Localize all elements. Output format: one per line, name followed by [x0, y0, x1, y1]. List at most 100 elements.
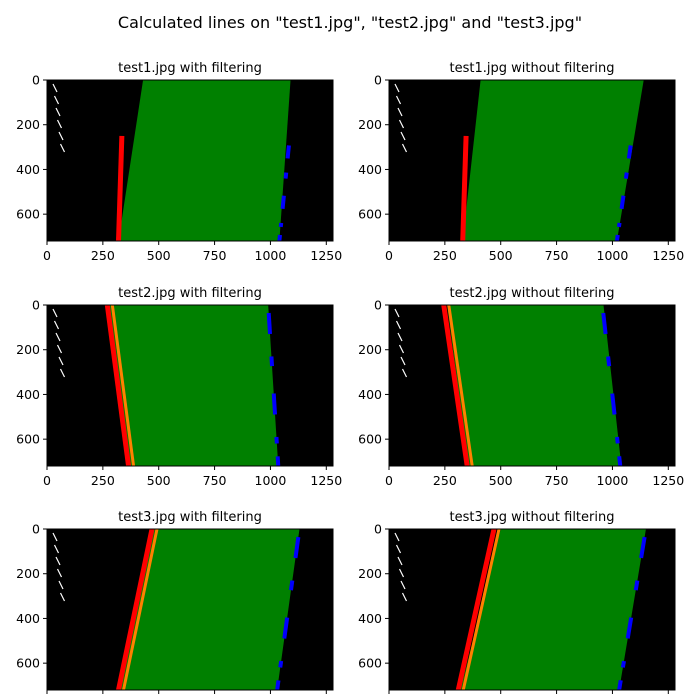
right-lane-pixels	[614, 234, 620, 241]
raw-pixel-streak	[395, 95, 402, 105]
raw-pixel-streak	[401, 143, 408, 153]
x-tick-label: 500	[147, 473, 171, 488]
x-tick-label: 500	[147, 248, 171, 263]
plot-image	[47, 305, 333, 466]
y-tick-label: 400	[358, 387, 382, 402]
raw-pixel-streak	[52, 532, 58, 542]
subplot-6: test3.jpg without filtering 0 200 400 600	[358, 510, 676, 694]
y-tick-label: 600	[16, 432, 40, 447]
subplot-grid: test1.jpg with filtering 0 200 400 600 0 250 50…	[16, 61, 684, 694]
raw-pixel-streak	[56, 568, 63, 578]
y-tick-label: 0	[32, 522, 40, 537]
x-tick-label: 250	[91, 248, 115, 263]
lane-fill	[118, 80, 291, 241]
right-lane-pixels	[275, 680, 281, 690]
raw-pixel-streak	[400, 356, 406, 366]
left-lane-pixels-alt	[110, 305, 136, 466]
right-lane-pixels	[280, 195, 286, 209]
raw-pixel-streak	[55, 107, 61, 117]
x-tick-label: 750	[545, 473, 569, 488]
right-lane-pixels	[275, 456, 281, 466]
x-tick-label: 250	[433, 248, 457, 263]
raw-pixel-streak	[397, 556, 403, 566]
lane-fill	[462, 80, 644, 241]
y-tick-label: 0	[374, 73, 382, 88]
raw-pixel-streak	[400, 131, 406, 141]
y-tick-label: 600	[358, 656, 382, 671]
x-tick-label: 0	[43, 248, 51, 263]
plot-image	[389, 80, 675, 241]
right-lane-pixels	[282, 617, 290, 639]
raw-pixel-streak	[55, 332, 61, 342]
raw-pixel-streak	[401, 592, 408, 602]
raw-pixel-streak	[58, 580, 64, 590]
subplot-1: test1.jpg with filtering 0 200 400 600 0 250 50…	[16, 61, 342, 263]
subplot-title: test3.jpg without filtering	[450, 510, 615, 525]
right-lane-pixels	[283, 172, 289, 179]
raw-pixel-streak	[56, 344, 63, 354]
left-lane-pixels	[460, 135, 469, 241]
right-lane-pixels	[626, 145, 633, 159]
right-lane-pixels	[633, 580, 640, 591]
right-lane-pixels	[625, 617, 634, 639]
x-tick-label: 250	[91, 473, 115, 488]
y-tick-label: 0	[374, 522, 382, 537]
y-tick-label: 0	[32, 73, 40, 88]
x-tick-label: 0	[385, 248, 393, 263]
right-lane-pixels	[617, 456, 623, 466]
subplot-3: test2.jpg with filtering 0 200 400 600 0 250 50…	[16, 286, 342, 488]
raw-pixel-streak	[398, 344, 405, 354]
y-tick-label: 400	[16, 162, 40, 177]
raw-pixel-streak	[398, 119, 405, 129]
y-tick-label: 400	[358, 162, 382, 177]
axes-frame	[388, 304, 676, 467]
right-lane-pixels	[616, 222, 622, 228]
y-tick-label: 600	[358, 207, 382, 222]
x-tick-label: 1250	[652, 473, 684, 488]
y-tick-label: 200	[358, 566, 382, 581]
x-tick-label: 1250	[310, 473, 342, 488]
raw-pixel-streak	[53, 320, 60, 330]
raw-pixel-streak	[53, 95, 60, 105]
raw-pixel-streak	[58, 356, 64, 366]
subplot-title: test2.jpg with filtering	[118, 286, 262, 301]
right-lane-pixels	[639, 536, 647, 559]
right-lane-pixels	[623, 172, 629, 179]
plot-image	[389, 529, 675, 690]
left-lane-pixels-alt	[461, 529, 501, 690]
raw-pixel-streak	[395, 544, 402, 554]
right-lane-pixels	[266, 312, 273, 335]
axes-frame	[388, 528, 676, 691]
raw-pixel-streak	[52, 308, 58, 318]
raw-pixel-streak	[395, 320, 402, 330]
raw-pixel-streak	[401, 368, 408, 378]
left-lane-pixels-alt	[122, 529, 159, 690]
y-tick-label: 200	[358, 342, 382, 357]
x-tick-label: 750	[545, 248, 569, 263]
y-tick-label: 0	[32, 298, 40, 313]
right-lane-pixels	[617, 680, 623, 690]
left-lane-pixels	[441, 305, 470, 466]
y-tick-label: 200	[16, 342, 40, 357]
y-tick-label: 400	[16, 611, 40, 626]
raw-pixel-streak	[394, 532, 400, 542]
left-lane-pixels	[116, 529, 155, 690]
axes-frame	[46, 304, 334, 467]
axes-frame	[46, 79, 334, 242]
right-lane-pixels	[271, 393, 278, 415]
x-tick-label: 500	[489, 248, 513, 263]
lane-fill	[460, 529, 646, 690]
left-lane-pixels-alt	[447, 305, 474, 466]
x-tick-label: 0	[385, 473, 393, 488]
right-lane-pixels	[606, 356, 612, 367]
y-tick-label: 0	[374, 298, 382, 313]
right-lane-pixels	[615, 436, 620, 444]
subplot-4: test2.jpg without filtering 0 200 400 600 0 25…	[358, 286, 684, 488]
x-tick-label: 0	[43, 473, 51, 488]
right-lane-pixels	[289, 580, 295, 591]
raw-pixel-streak	[55, 556, 61, 566]
right-lane-pixels	[610, 393, 617, 415]
raw-pixel-streak	[58, 131, 64, 141]
subplot-title: test3.jpg with filtering	[118, 510, 262, 525]
